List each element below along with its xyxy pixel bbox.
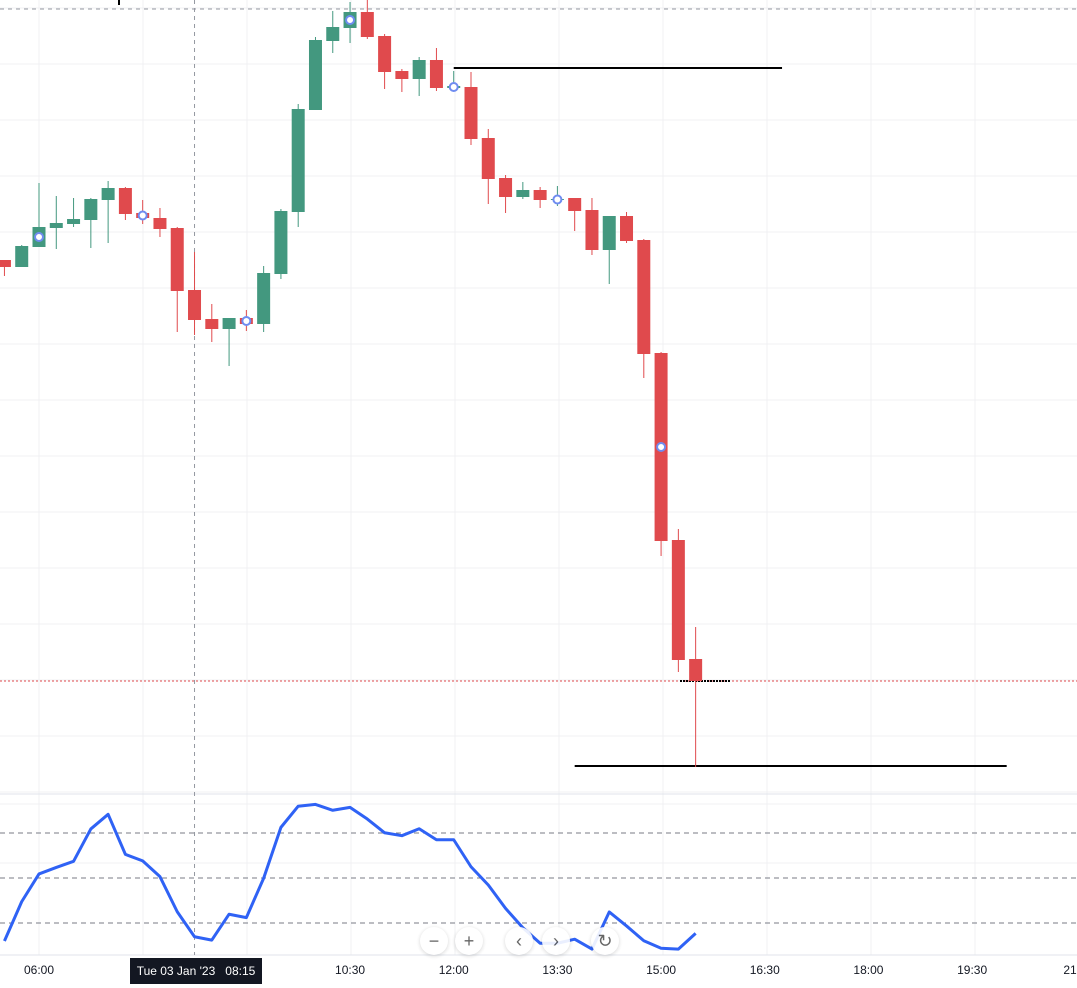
reset-icon: ↻: [597, 930, 613, 951]
candle-up: [222, 318, 236, 329]
candle-up: [15, 246, 29, 267]
candle-down: [533, 190, 547, 200]
plus-icon: +: [463, 930, 475, 951]
candle-down: [395, 71, 409, 79]
tooltip-date: Tue 03 Jan '23: [136, 964, 216, 978]
candle-up: [516, 190, 530, 197]
candle-down: [637, 240, 651, 354]
time-axis-label: 06:00: [23, 963, 55, 977]
time-axis-label: 10:30: [335, 963, 366, 977]
signal-marker-icon: [241, 316, 252, 326]
reset-chart-button[interactable]: ↻: [591, 927, 619, 955]
candle-up: [274, 211, 288, 274]
candle-down: [205, 319, 219, 329]
candle-up: [308, 40, 322, 110]
time-axis-label: 15:00: [646, 963, 677, 977]
candle-down: [671, 540, 685, 660]
signal-marker-icon: [552, 194, 563, 205]
candle-up: [602, 216, 616, 250]
signal-marker-icon: [656, 442, 667, 452]
candle-up: [291, 109, 305, 212]
candle-down: [689, 659, 703, 681]
scroll-left-button[interactable]: ‹: [505, 927, 533, 955]
scroll-right-button[interactable]: ›: [542, 927, 570, 955]
candle-up: [101, 188, 115, 200]
tooltip-time: 08:15: [225, 964, 256, 978]
candle-down: [620, 216, 634, 241]
zoom-in-button[interactable]: +: [455, 927, 483, 955]
time-axis-label: 21: [1063, 963, 1077, 977]
signal-marker-icon: [448, 82, 459, 92]
candle-up: [257, 273, 271, 324]
candle-down: [499, 178, 513, 197]
signal-marker-icon: [34, 232, 44, 242]
candle-down: [481, 138, 495, 179]
candle-down: [378, 36, 392, 72]
candle-down: [188, 290, 202, 320]
oscillator-line: [3, 802, 697, 951]
minus-icon: −: [428, 930, 440, 951]
candle-up: [84, 199, 98, 220]
signal-marker-icon: [137, 210, 148, 221]
time-axis-label: 13:30: [542, 963, 573, 977]
candle-down: [118, 188, 132, 214]
chevron-left-icon: ‹: [516, 930, 522, 951]
candle-up: [67, 219, 81, 224]
candle-up: [412, 60, 426, 79]
candle-down: [464, 87, 478, 139]
candle-down: [153, 218, 167, 229]
signal-marker-icon: [345, 15, 356, 25]
time-axis-label: 18:00: [853, 963, 884, 977]
zoom-out-button[interactable]: −: [420, 927, 448, 955]
candle-down: [0, 260, 11, 267]
candle-up: [49, 223, 63, 228]
candle-up: [326, 27, 340, 41]
crosshair-time-tooltip: Tue 03 Jan '23 08:15: [130, 958, 262, 984]
candle-down: [568, 198, 582, 211]
time-axis-label: 16:30: [749, 963, 780, 977]
candle-down: [429, 60, 443, 88]
candle-down: [360, 12, 374, 37]
time-axis-label: 19:30: [957, 963, 988, 977]
time-axis-label: 12:00: [438, 963, 469, 977]
candle-down: [170, 228, 184, 291]
chevron-right-icon: ›: [553, 930, 559, 951]
candle-down: [585, 210, 599, 250]
